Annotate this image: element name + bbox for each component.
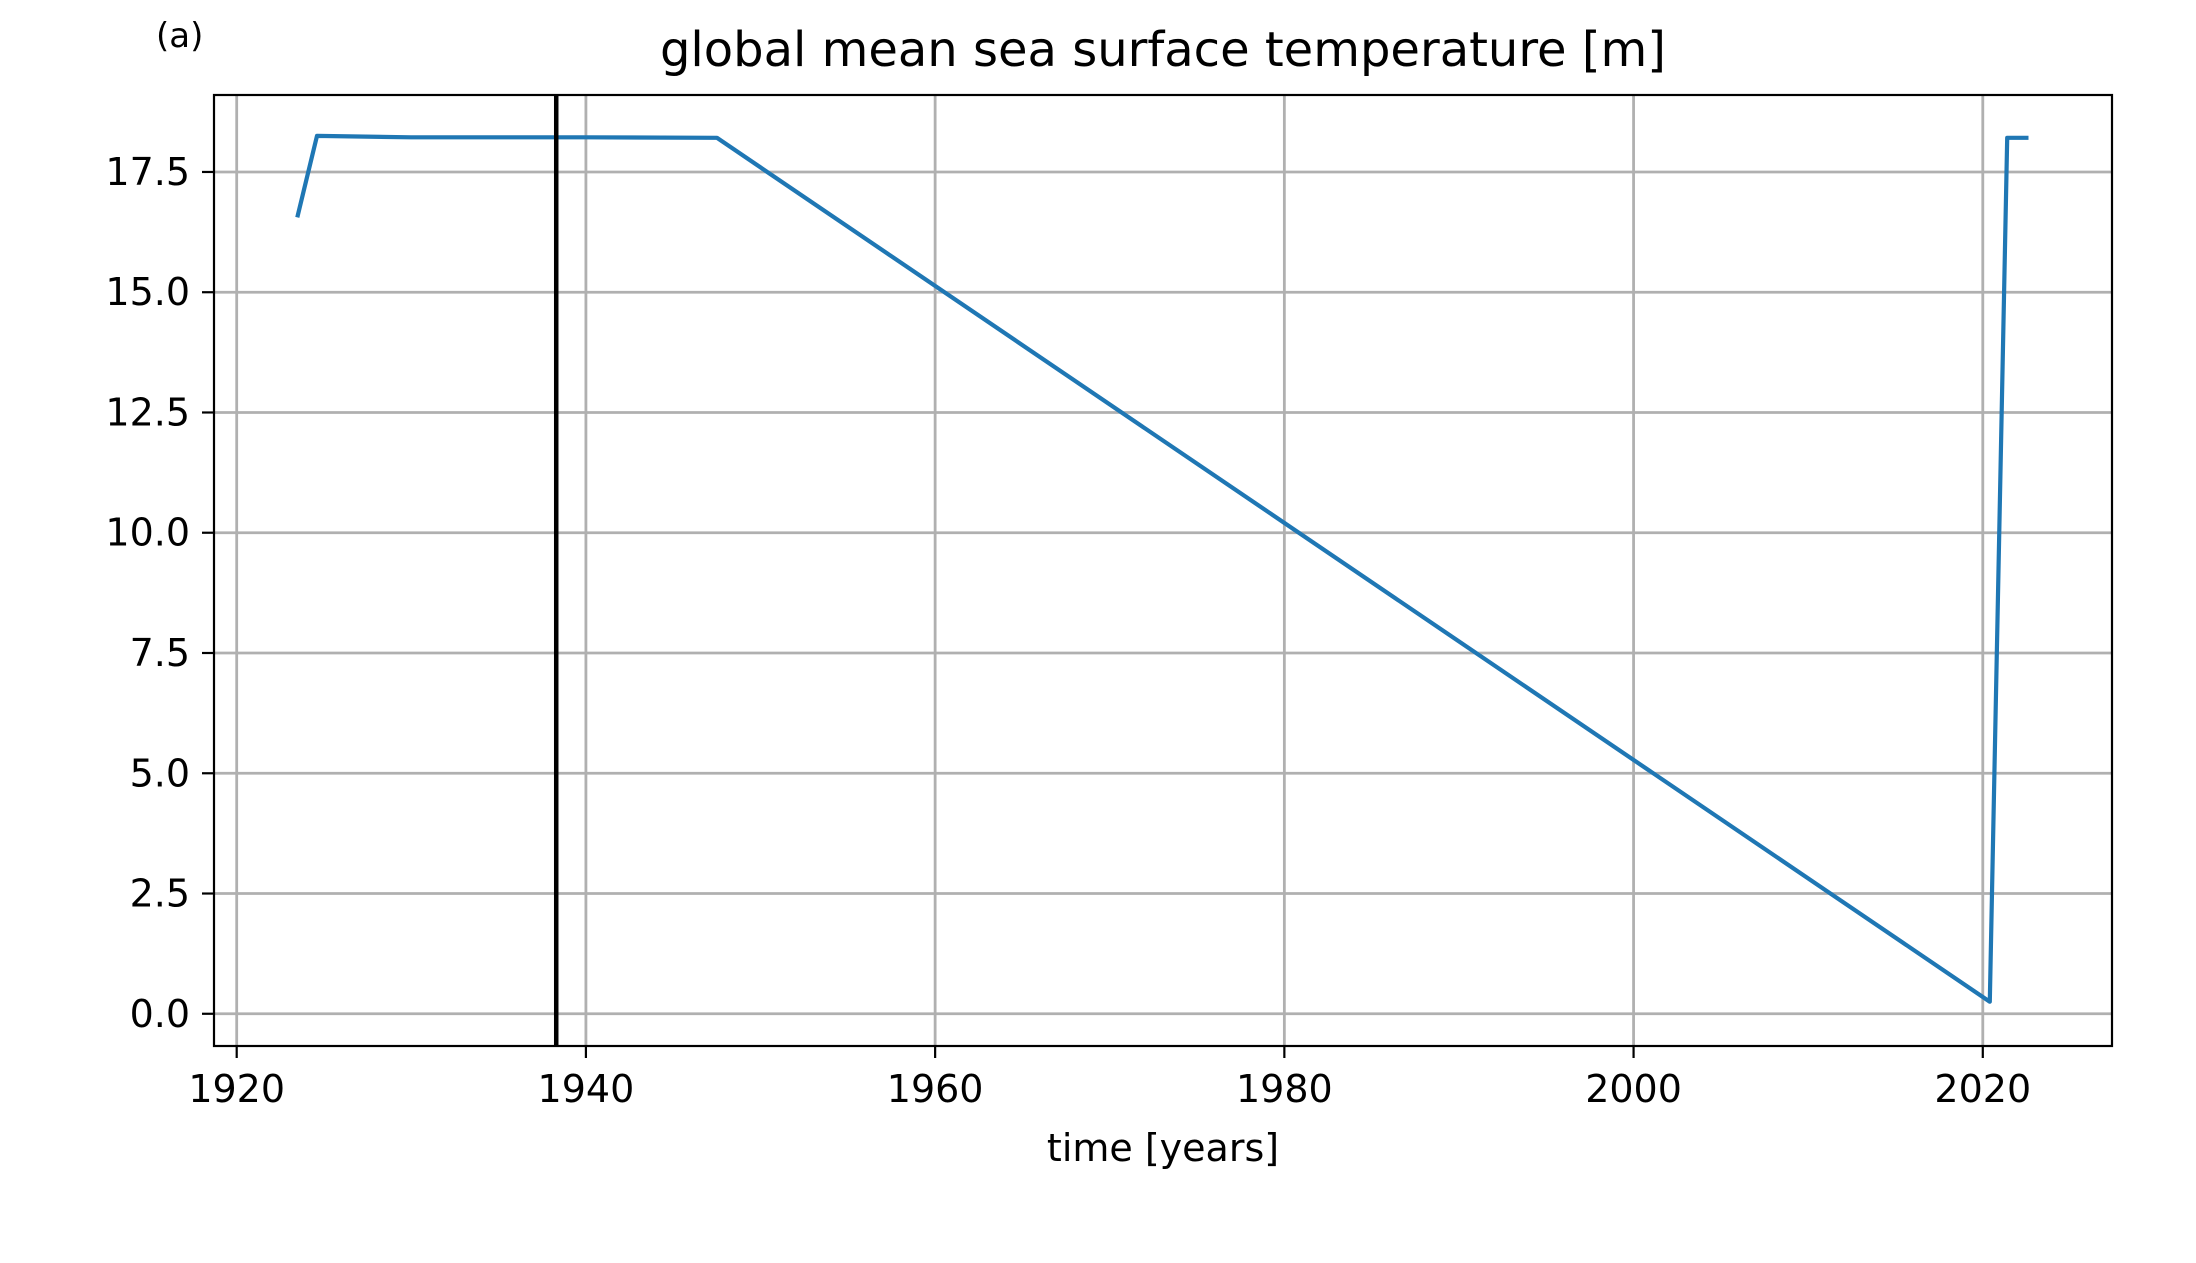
y-tick-label: 12.5 <box>105 390 190 434</box>
y-tick-label: 0.0 <box>130 992 190 1036</box>
y-tick-label: 15.0 <box>105 270 190 314</box>
y-tick-label: 7.5 <box>130 631 190 675</box>
plot-area <box>295 95 2029 1046</box>
x-axis-label: time [years] <box>1047 1126 1279 1170</box>
x-tick-label: 1980 <box>1236 1067 1333 1111</box>
y-tick-label: 10.0 <box>105 511 190 555</box>
y-tick-label: 17.5 <box>105 150 190 194</box>
panel-label: (a) <box>156 16 203 56</box>
x-tick-label: 2000 <box>1585 1067 1682 1111</box>
y-tick-label: 2.5 <box>130 872 190 916</box>
x-tick-label: 1940 <box>538 1067 635 1111</box>
x-tick-label: 2020 <box>1934 1067 2031 1111</box>
grid <box>214 95 2112 1046</box>
axes-frame <box>212 93 2114 1048</box>
ticks: 1920 1940 1960 1980 2000 2020 0.0 2.5 5.0 7.5 10.0… <box>105 150 2031 1111</box>
chart-title: global mean sea surface temperature [m] <box>660 22 1666 78</box>
x-tick-label: 1960 <box>887 1067 984 1111</box>
series-line-1 <box>295 133 2029 1004</box>
x-tick-label: 1920 <box>188 1067 285 1111</box>
y-tick-label: 5.0 <box>130 751 190 795</box>
